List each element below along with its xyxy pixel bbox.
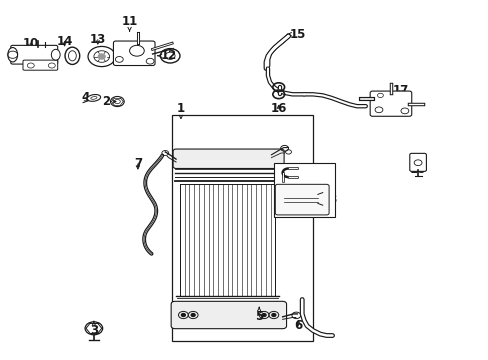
- Ellipse shape: [91, 96, 97, 99]
- Bar: [273, 163, 334, 217]
- Circle shape: [271, 314, 275, 316]
- Text: 4: 4: [81, 91, 94, 104]
- FancyBboxPatch shape: [113, 41, 155, 66]
- FancyBboxPatch shape: [409, 153, 426, 171]
- Text: 7: 7: [134, 157, 142, 170]
- Text: 13: 13: [89, 33, 106, 46]
- Text: 8: 8: [324, 193, 336, 206]
- Circle shape: [262, 314, 265, 316]
- Text: 11: 11: [121, 15, 138, 31]
- FancyBboxPatch shape: [171, 301, 286, 329]
- Ellipse shape: [51, 49, 60, 60]
- Ellipse shape: [87, 95, 101, 101]
- FancyBboxPatch shape: [275, 184, 328, 215]
- Text: 2: 2: [102, 95, 116, 108]
- Text: 6: 6: [294, 319, 302, 332]
- Circle shape: [191, 314, 195, 316]
- Ellipse shape: [65, 47, 80, 64]
- Ellipse shape: [8, 48, 18, 62]
- FancyBboxPatch shape: [11, 45, 58, 64]
- FancyBboxPatch shape: [369, 91, 411, 116]
- Text: 14: 14: [56, 35, 73, 48]
- Ellipse shape: [68, 51, 76, 61]
- Text: 3: 3: [90, 321, 98, 337]
- Text: 15: 15: [287, 28, 306, 41]
- Text: 16: 16: [270, 102, 286, 115]
- Text: 18: 18: [409, 163, 426, 176]
- Text: 1: 1: [177, 102, 184, 118]
- Bar: [172, 115, 312, 341]
- Text: 17: 17: [392, 84, 408, 97]
- FancyBboxPatch shape: [23, 60, 58, 70]
- Circle shape: [98, 54, 105, 59]
- FancyBboxPatch shape: [173, 149, 284, 168]
- Text: 5: 5: [255, 307, 263, 323]
- Circle shape: [181, 314, 185, 316]
- Text: 10: 10: [22, 37, 39, 50]
- Text: 9: 9: [286, 170, 298, 183]
- Text: 12: 12: [158, 49, 177, 62]
